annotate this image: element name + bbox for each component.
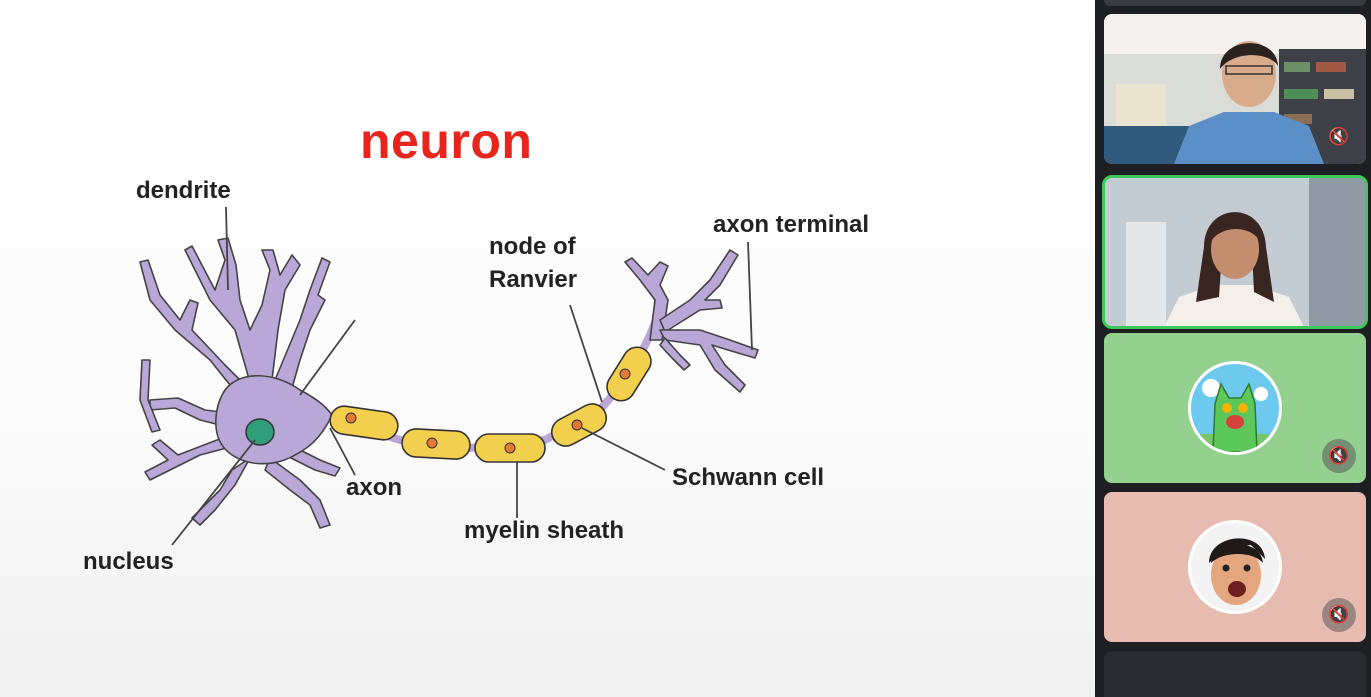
schwann-nucleus [619,368,631,380]
schwann-nucleus [426,437,438,449]
axon-terminal-branch [624,257,669,341]
myelin-segment [329,405,399,441]
leader-axon [329,427,356,476]
participant-tile-2[interactable] [1102,175,1368,329]
schwann-nucleus [504,442,516,454]
dendrite-branch [144,434,239,481]
leader-nucleus [171,439,256,546]
leader-node [569,304,603,403]
leader-schwann [581,427,666,471]
participant-tile-4[interactable]: 🔇 [1104,492,1366,642]
mic-off-icon[interactable]: 🔇 [1322,439,1356,473]
shared-slide: neuron dendrite nucleus axon node of Ran… [0,0,1095,697]
participant-tile-1[interactable]: 🔇 [1104,14,1366,164]
participant-video-1 [1104,14,1366,164]
dendrite-branch [264,457,331,529]
surprised-face-icon [1188,520,1282,614]
leader-axon-hillock [299,319,356,396]
dendrite-branch [139,259,251,411]
label-axon-terminal: axon terminal [713,211,870,238]
dendrite-branch [184,237,301,401]
label-ranvier: Ranvier [489,266,578,293]
slide-title: neuron [360,113,533,169]
neuron-diagram [139,206,759,546]
axon-terminal-branch [659,337,691,371]
dendrite-branch [274,257,331,396]
nucleus [245,418,275,446]
participant-video-2 [1104,177,1366,327]
dendrite-branch [191,457,251,526]
participant-tile-5-partial[interactable] [1104,651,1366,697]
label-axon: axon [346,474,403,501]
axon-terminal-branch [659,329,759,393]
axon-terminal-branch [659,249,739,333]
label-schwann-cell: Schwann cell [672,464,825,491]
label-node-of: node of [489,233,576,260]
leader-axon-terminal [747,241,753,351]
label-nucleus: nucleus [83,548,174,575]
label-dendrite: dendrite [136,177,231,204]
leader-dendrite [225,206,229,291]
green-cat-monster-icon [1188,361,1282,455]
label-myelin-sheath: myelin sheath [464,517,625,544]
mic-off-icon[interactable]: 🔇 [1328,127,1350,146]
previous-tile-edge [1104,0,1366,6]
schwann-nucleus [345,412,357,424]
participant-tile-3[interactable]: 🔇 [1104,333,1366,483]
mic-off-icon[interactable]: 🔇 [1322,598,1356,632]
schwann-nucleus [571,419,583,431]
cell-body [215,374,333,465]
dendrite-branch [139,359,161,433]
participant-sidebar[interactable]: 🔇 🔇 [1095,0,1371,697]
